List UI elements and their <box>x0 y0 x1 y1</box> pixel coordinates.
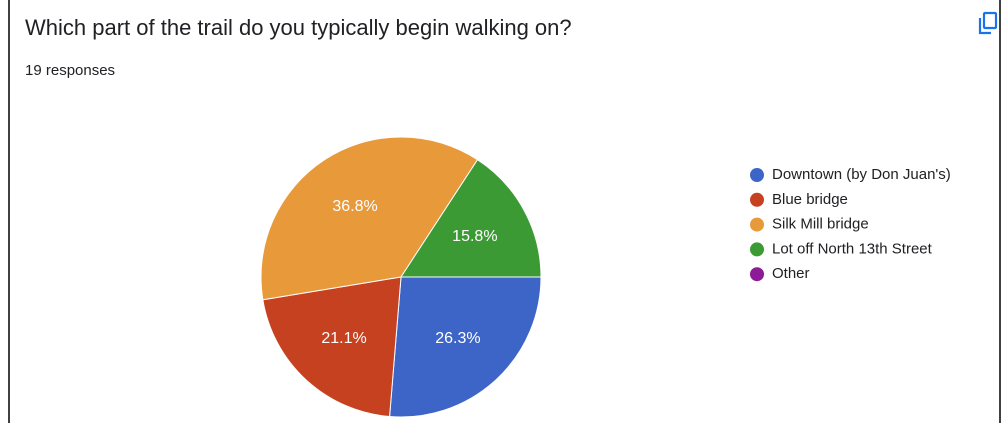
legend-swatch <box>750 192 764 207</box>
response-count: 19 responses <box>25 62 115 79</box>
legend-swatch <box>750 242 764 257</box>
slice-label: 21.1% <box>321 330 366 347</box>
legend-label: Other <box>772 265 810 282</box>
legend-label: Downtown (by Don Juan's) <box>772 166 951 183</box>
legend-swatch <box>750 267 764 282</box>
legend-label: Silk Mill bridge <box>772 216 869 233</box>
pie-slice <box>389 276 542 418</box>
pie-slice <box>400 159 542 278</box>
legend-swatch <box>750 217 764 232</box>
legend-label: Lot off North 13th Street <box>772 240 933 257</box>
slice-label: 36.8% <box>332 198 377 215</box>
slice-label: 15.8% <box>452 228 497 245</box>
slice-label: 26.3% <box>435 330 480 347</box>
pie-slice <box>262 276 402 418</box>
chart-title: Which part of the trail do you typically… <box>25 15 572 40</box>
legend-label: Blue bridge <box>772 191 848 208</box>
copy-icon[interactable] <box>978 11 998 35</box>
legend-swatch <box>750 168 764 182</box>
pie-slice <box>260 136 479 301</box>
